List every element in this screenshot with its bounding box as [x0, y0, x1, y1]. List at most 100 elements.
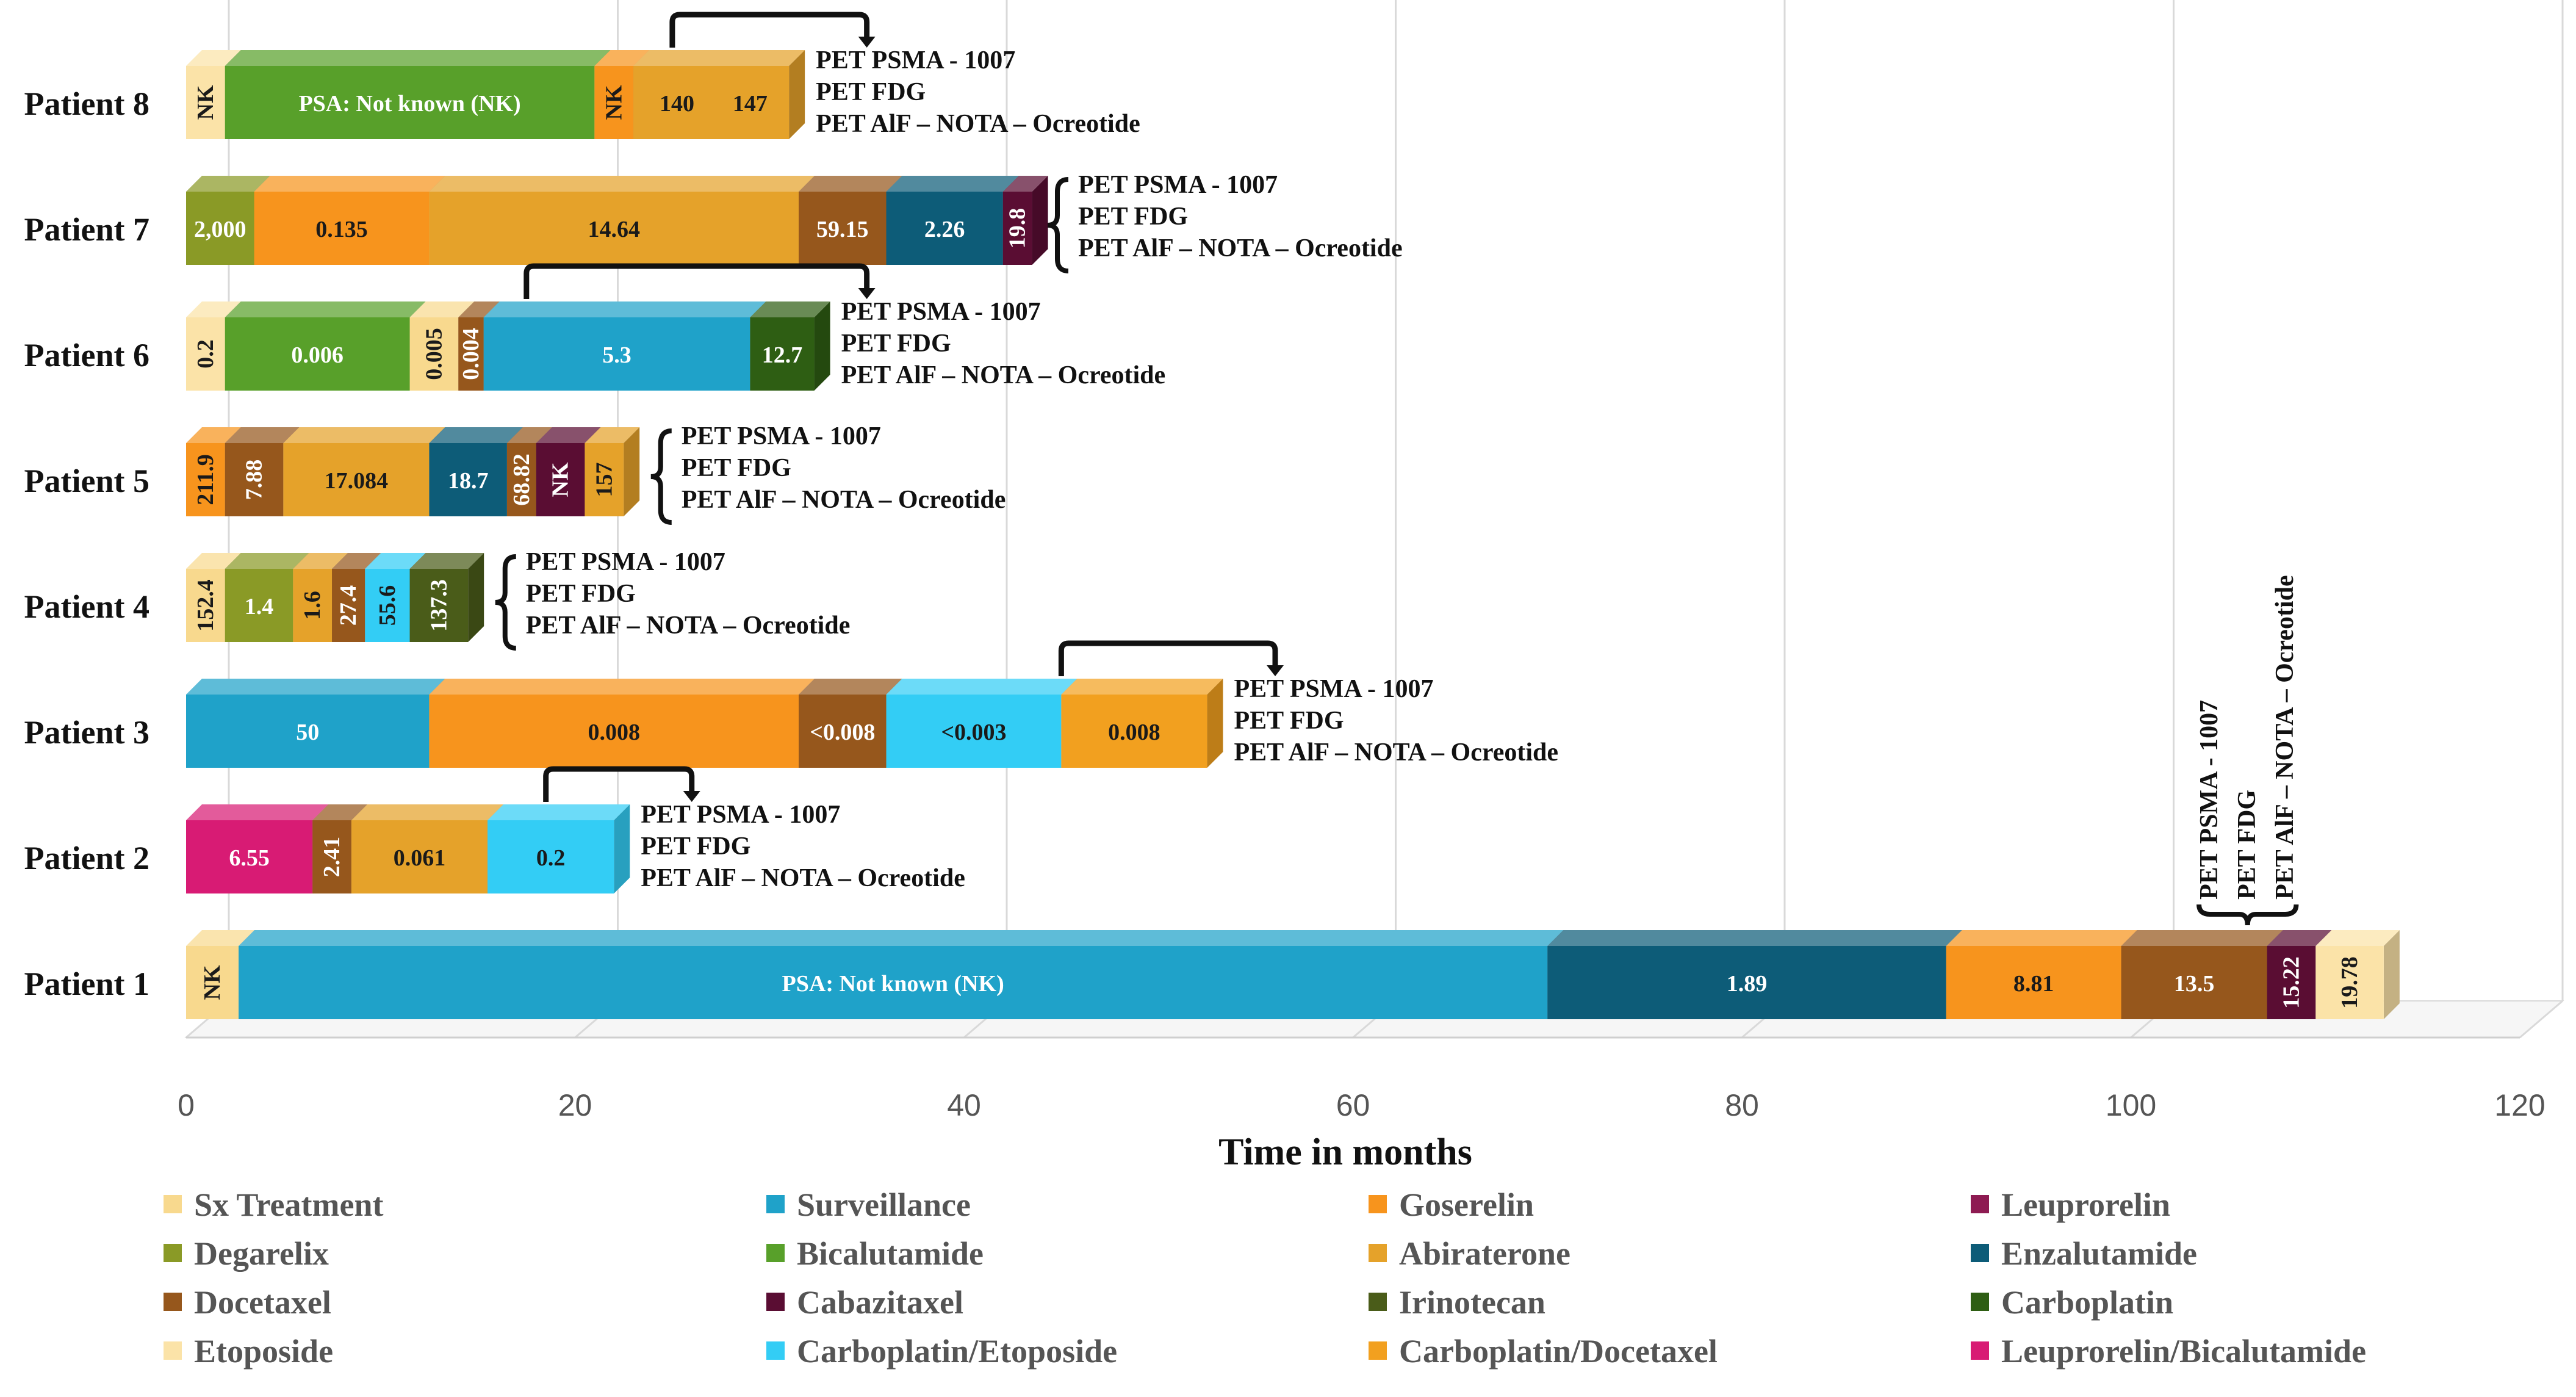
legend-swatch: [1369, 1244, 1387, 1262]
segment-top: [458, 301, 500, 317]
segment-front: [1547, 946, 1946, 1019]
legend-label: Goserelin: [1399, 1186, 1534, 1223]
segment-front: [239, 946, 1548, 1019]
legend-item-abiraterone: Abiraterone: [1369, 1235, 1570, 1272]
segment-top: [186, 679, 445, 695]
legend-swatch: [164, 1195, 182, 1213]
legend-swatch: [164, 1293, 182, 1311]
legend-label: Leuprorelin: [2001, 1186, 2170, 1223]
bar-segment-docetaxel: 13.5: [2121, 930, 2283, 1019]
segment-value-label: 152.4: [193, 579, 218, 632]
patient-row-patient-7: Patient 7 2,000 0.135 14.64 59.15 2.26 19.8: [24, 176, 1048, 265]
segment-front: [585, 443, 624, 516]
segment-front: [332, 569, 365, 642]
x-tick-label: 20: [558, 1088, 592, 1122]
patient-label: Patient 7: [24, 211, 149, 248]
segment-top: [633, 50, 805, 66]
segment-top: [483, 301, 766, 317]
legend-swatch: [766, 1341, 785, 1360]
segment-front: [186, 192, 254, 265]
segment-front: [409, 569, 469, 642]
legend-swatch: [1971, 1341, 1989, 1360]
pet-annotation-line: PET AlF – NOTA – Ocreotide: [526, 612, 851, 640]
legend-swatch: [766, 1244, 785, 1262]
bar-segment-cabazitaxel: 15.22: [2267, 930, 2332, 1019]
segment-value-label: 19.78: [2337, 956, 2362, 1009]
segment-top: [799, 679, 902, 695]
legend: Sx Treatment Surveillance Goserelin Leupror…: [164, 1186, 2366, 1370]
segment-front: [186, 569, 225, 642]
segment-front: [429, 443, 507, 516]
segment-front: [186, 820, 313, 893]
segment-front: [225, 569, 293, 642]
segment-value-label: NK: [193, 85, 218, 120]
legend-swatch: [766, 1293, 785, 1311]
segment-side: [1207, 679, 1223, 768]
segment-value-label: 0.061: [394, 845, 446, 871]
segment-value-label: 2,000: [194, 217, 246, 242]
segment-top: [351, 804, 504, 820]
pet-annotation-line: PET FDG: [2233, 790, 2261, 900]
segment-front: [1946, 946, 2121, 1019]
bar-segment-abiraterone: 157: [585, 427, 640, 516]
pet-annotation-line: PET PSMA - 1007: [641, 801, 840, 829]
pet-annotation-line: PET AlF – NOTA – Ocreotide: [1234, 738, 1558, 767]
segment-value-label: 0.006: [291, 342, 344, 368]
legend-item-cabazitaxel: Cabazitaxel: [766, 1284, 963, 1321]
segment-front: [186, 443, 225, 516]
segment-top: [1547, 930, 1962, 946]
segment-front: [1002, 192, 1032, 265]
segment-top: [225, 427, 300, 443]
x-tick-label: 0: [178, 1088, 195, 1122]
pet-annotation-line: PET FDG: [641, 832, 750, 861]
legend-swatch: [1369, 1293, 1387, 1311]
bar-segment-bicalutamide: 0.006: [225, 301, 426, 391]
pet-annotation-line: PET FDG: [1234, 707, 1344, 735]
segment-front: [429, 192, 799, 265]
segment-value-label: 147: [733, 91, 768, 117]
pet-annotation-line: PET AlF – NOTA – Ocreotide: [641, 864, 965, 892]
bar-segment-abiraterone: 14.64: [429, 176, 815, 265]
segment-value-label: 12.7: [762, 342, 803, 368]
segment-top: [225, 301, 426, 317]
segment-value-label: 2.26: [924, 217, 965, 242]
segment-front: [225, 66, 595, 139]
legend-item-carboplatin: Carboplatin: [1971, 1284, 2173, 1321]
segment-top: [429, 176, 815, 192]
segment-front: [750, 317, 815, 391]
segment-front: [254, 192, 430, 265]
legend-label: Sx Treatment: [194, 1186, 383, 1223]
segment-front: [799, 192, 887, 265]
segment-side: [1032, 176, 1048, 265]
bar-segment-docetaxel: <0.008: [799, 679, 902, 768]
segment-value-label: 0.008: [588, 720, 641, 745]
treatment-arrow: [669, 12, 870, 48]
segment-front: [799, 695, 887, 768]
legend-swatch: [1369, 1195, 1387, 1213]
x-tick-label: 80: [1725, 1088, 1759, 1122]
segment-value-label: 1.4: [245, 594, 274, 619]
legend-swatch: [1971, 1195, 1989, 1213]
segment-value-label: 7.88: [242, 460, 267, 500]
segment-top: [1946, 930, 2137, 946]
segment-value-label: 55.6: [375, 585, 400, 626]
segment-front: [487, 820, 614, 893]
segment-side: [789, 50, 805, 139]
bar-segment-carboplatin: 12.7: [750, 301, 830, 391]
x-tick-label: 40: [947, 1088, 981, 1122]
bars-layer: Patient 8 NK PSA: Not known (NK) NK 140 147Pa…: [24, 50, 2400, 1019]
patient-label: Patient 2: [24, 840, 149, 876]
segment-value-label: 15.22: [2278, 956, 2304, 1009]
bracket-brace: [495, 554, 517, 651]
segment-front: [506, 443, 536, 516]
patient-row-patient-2: Patient 2 6.55 2.41 0.061 0.2: [24, 804, 630, 893]
segment-top: [225, 50, 611, 66]
segment-value-label: 50: [296, 720, 319, 745]
treatment-arrow: [543, 766, 695, 802]
bar-segment-carboplatin-docetaxel: 0.008: [1061, 679, 1223, 768]
segment-top: [536, 427, 601, 443]
segment-front: [186, 695, 430, 768]
legend-swatch: [1971, 1293, 1989, 1311]
segment-front: [536, 443, 585, 516]
